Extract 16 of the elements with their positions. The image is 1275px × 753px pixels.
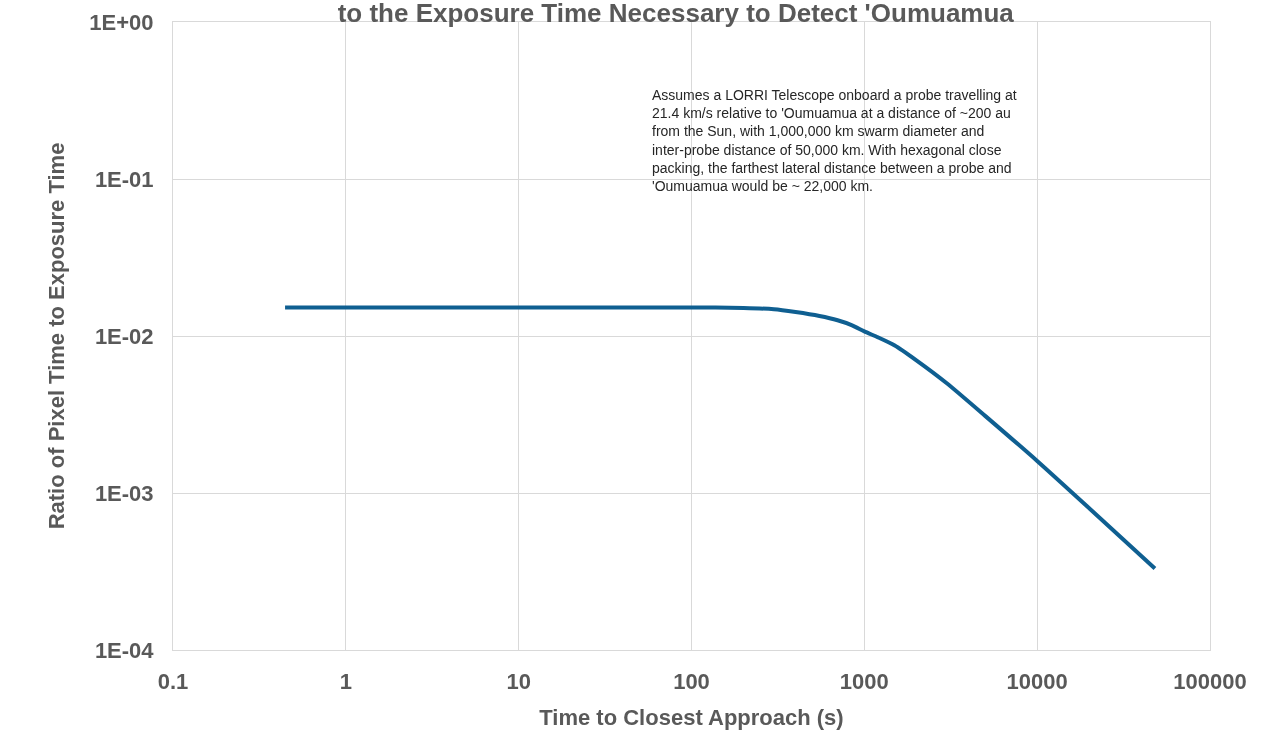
y-tick-label: 1E-04 (94, 637, 155, 663)
x-tick-label: 10 (506, 669, 531, 695)
x-tick-label: 100000 (1173, 669, 1247, 695)
y-axis-title: Ratio of Pixel Time to Exposure Time (44, 142, 70, 530)
x-tick-label: 100 (673, 669, 710, 695)
x-tick-label: 10000 (1006, 669, 1068, 695)
x-axis-title: Time to Closest Approach (s) (539, 705, 844, 731)
x-tick-label: 1 (339, 669, 352, 695)
annotation: Assumes a LORRI Telescope onboard a probe travelling at 21.4 km/s relative to 'Oumuamua at a distance of ~200 au from the Sun, with 1,000,000 km swarm diameter and inter-probe distance of 50,000 km. With hexagonal close packing, the farthest lateral distance between a probe and 'Oumuamua would be ~ 22,000 km. (652, 87, 1017, 194)
y-tick-label: 1E-02 (94, 323, 154, 349)
y-tick-label: 1E-03 (94, 480, 154, 506)
x-tick-label: 0.1 (157, 669, 189, 695)
y-tick-label: 1E+00 (89, 9, 154, 35)
y-tick-label: 1E-01 (94, 166, 154, 192)
chart-title: to the Exposure Time Necessary to Detect 'Oumuamua (337, 0, 1015, 28)
x-tick-label: 1000 (839, 669, 889, 695)
